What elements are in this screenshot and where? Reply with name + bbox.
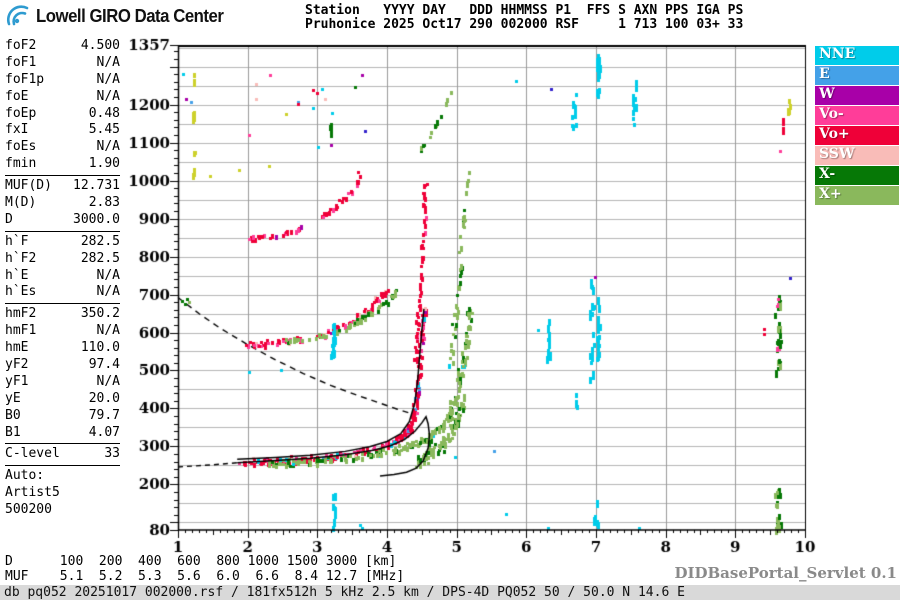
d-row: D 100 200 400 600 800 1000 1500 3000 [km… xyxy=(5,554,397,569)
muf-row: MUF 5.1 5.2 5.3 5.6 6.0 6.6 8.4 12.7 [MH… xyxy=(5,568,405,584)
echo-class-legend: NNE E W Vo- Vo+ SSW X- X+ xyxy=(815,46,899,206)
legend-item-x: X+ xyxy=(815,186,899,205)
legend-item-nne: NNE xyxy=(815,46,899,65)
legend-item-ssw: SSW xyxy=(815,146,899,165)
servlet-version-label: DIDBasePortal_Servlet 0.1 xyxy=(674,564,897,582)
legend-item-x: X- xyxy=(815,166,899,185)
legend-item-e: E xyxy=(815,66,899,85)
status-bar: db pq052 20251017 002000.rsf / 181fx512h… xyxy=(0,585,900,600)
legend-item-vo: Vo- xyxy=(815,106,899,125)
d-muf-table: D 100 200 400 600 800 1000 1500 3000 [km… xyxy=(5,554,405,584)
legend-item-w: W xyxy=(815,86,899,105)
legend-item-vo: Vo+ xyxy=(815,126,899,145)
